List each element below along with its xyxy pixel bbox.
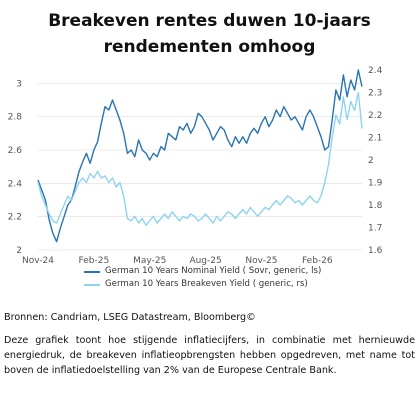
y-right-tick-label: 1.7 <box>368 224 382 234</box>
chart-title: Breakeven rentes duwen 10-jaars rendemen… <box>0 8 419 60</box>
y-right-tick-label: 1.9 <box>368 179 383 189</box>
series-line-breakeven <box>37 91 363 227</box>
y-left-tick-label: 2 <box>16 246 22 256</box>
legend-swatch-breakeven <box>84 283 100 286</box>
y-left-tick-label: 2.6 <box>8 146 23 156</box>
legend: German 10 Years Nominal Yield ( Sovr, ge… <box>84 265 321 291</box>
y-right-tick-label: 1.8 <box>368 201 383 211</box>
series-line-nominal <box>37 69 363 243</box>
x-tick-label: Feb-25 <box>79 256 110 266</box>
y-right-tick-label: 2.3 <box>368 89 382 99</box>
x-tick-label: Nov-24 <box>22 256 54 266</box>
x-tick-label: Feb-26 <box>302 256 333 266</box>
title-line-2: rendementen omhoog <box>103 37 316 57</box>
y-left-tick-label: 3 <box>16 79 22 89</box>
description-paragraph: Deze grafiek toont hoe stijgende inflati… <box>4 335 415 376</box>
y-right-tick-label: 2.1 <box>368 134 382 144</box>
legend-label-breakeven: German 10 Years Breakeven Yield ( generi… <box>105 279 308 289</box>
y-left-tick-label: 2.8 <box>8 113 23 123</box>
y-right-tick-label: 2 <box>368 156 374 166</box>
y-right-tick-label: 1.6 <box>368 246 383 256</box>
legend-swatch-nominal <box>84 270 100 273</box>
x-tick-label: May-25 <box>133 256 166 266</box>
legend-label-nominal: German 10 Years Nominal Yield ( Sovr, ge… <box>105 266 322 276</box>
y-right-tick-label: 2.2 <box>368 111 382 121</box>
line-chart: 2 2.2 2.4 2.6 2.8 3 1.6 1.7 1.8 1.9 2 2.1 2.2 2.3 2.4 N… <box>8 66 383 266</box>
title-line-1: Breakeven rentes duwen 10-jaars <box>48 11 371 31</box>
x-tick-label: Aug-25 <box>189 256 221 266</box>
x-tick-label: Nov-25 <box>245 256 277 266</box>
legend-item-nominal: German 10 Years Nominal Yield ( Sovr, ge… <box>84 265 321 278</box>
sources-line: Bronnen: Candriam, LSEG Datastream, Bloo… <box>4 312 256 323</box>
y-right-tick-label: 2.4 <box>368 66 383 76</box>
legend-item-breakeven: German 10 Years Breakeven Yield ( generi… <box>84 278 321 291</box>
y-left-tick-label: 2.2 <box>8 213 22 223</box>
y-left-tick-label: 2.4 <box>8 179 23 189</box>
